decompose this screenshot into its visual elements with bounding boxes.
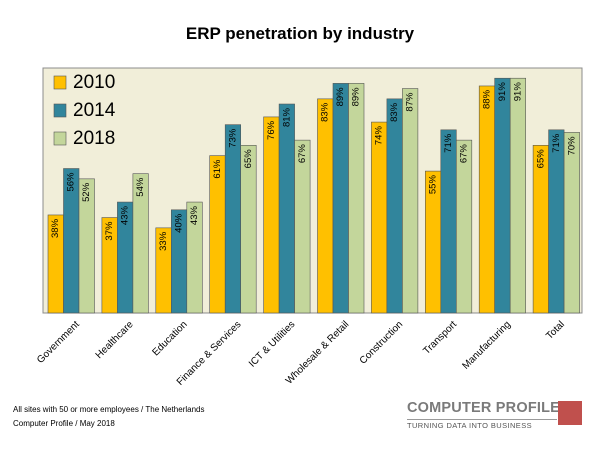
data-label: 43% bbox=[189, 206, 200, 226]
bar-2018-4 bbox=[294, 139, 311, 314]
data-label: 73% bbox=[227, 128, 238, 148]
legend-swatch-2018 bbox=[53, 131, 67, 146]
data-label: 88% bbox=[481, 89, 492, 109]
legend-swatch-2010 bbox=[53, 75, 67, 90]
data-label: 40% bbox=[174, 213, 185, 233]
data-label: 65% bbox=[535, 149, 546, 169]
bar-2018-6 bbox=[402, 88, 419, 314]
bar-2018-9 bbox=[563, 132, 580, 314]
category-label: Transport bbox=[421, 319, 459, 357]
data-label: 37% bbox=[104, 221, 115, 241]
bar-2014-3 bbox=[224, 124, 241, 314]
data-label: 74% bbox=[374, 126, 385, 146]
legend-swatch-2014 bbox=[53, 103, 67, 118]
bar-2014-8 bbox=[494, 77, 511, 314]
bar-2018-2 bbox=[186, 201, 203, 314]
data-label: 67% bbox=[297, 144, 308, 164]
bar-2014-9 bbox=[548, 129, 565, 314]
data-label: 70% bbox=[566, 136, 577, 156]
data-label: 65% bbox=[243, 149, 254, 169]
bar-2018-5 bbox=[348, 83, 365, 314]
legend-label-2014: 2014 bbox=[73, 100, 116, 121]
logo-tagline: TURNING DATA INTO BUSINESS bbox=[407, 421, 532, 430]
logo-wordmark: COMPUTER PROFILE bbox=[407, 400, 561, 416]
category-label: Total bbox=[544, 319, 567, 342]
bar-2014-7 bbox=[440, 129, 457, 314]
category-label: ICT & Utilities bbox=[247, 319, 297, 369]
bar-2010-9 bbox=[532, 145, 549, 314]
data-label: 76% bbox=[266, 120, 277, 140]
bar-2014-6 bbox=[386, 98, 403, 314]
data-label: 83% bbox=[389, 102, 400, 122]
data-label: 38% bbox=[50, 218, 61, 238]
data-label: 33% bbox=[158, 231, 169, 251]
legend-label-2018: 2018 bbox=[73, 128, 115, 149]
category-label: Healthcare bbox=[94, 319, 136, 361]
footnote-source: Computer Profile / May 2018 bbox=[13, 419, 115, 428]
bar-2014-4 bbox=[278, 103, 295, 314]
bar-2014-5 bbox=[332, 83, 349, 314]
legend-label-2010: 2010 bbox=[73, 72, 115, 93]
bar-2018-8 bbox=[509, 77, 527, 314]
data-label: 43% bbox=[120, 206, 131, 226]
data-label: 81% bbox=[281, 107, 292, 127]
bar-2010-5 bbox=[317, 98, 334, 314]
data-label: 67% bbox=[459, 144, 470, 164]
data-label: 71% bbox=[551, 133, 562, 153]
bar-2010-6 bbox=[371, 121, 388, 314]
category-label: Education bbox=[150, 319, 189, 358]
computer-profile-logo: COMPUTER PROFILE TURNING DATA INTO BUSIN… bbox=[407, 400, 582, 430]
data-label: 71% bbox=[443, 133, 454, 153]
data-label: 61% bbox=[212, 159, 223, 179]
data-label: 54% bbox=[135, 177, 146, 197]
data-label: 83% bbox=[320, 102, 331, 122]
bar-2010-8 bbox=[478, 85, 496, 314]
bar-2018-7 bbox=[455, 139, 473, 314]
category-label: Construction bbox=[358, 319, 405, 366]
category-label: Government bbox=[35, 319, 82, 366]
logo-rule bbox=[407, 419, 557, 420]
category-label: Manufacturing bbox=[460, 319, 513, 372]
footnote-sample: All sites with 50 or more employees / Th… bbox=[13, 405, 205, 414]
bar-2018-1 bbox=[132, 173, 149, 314]
bar-2018-0 bbox=[78, 178, 95, 314]
chart-title: ERP penetration by industry bbox=[185, 24, 415, 43]
bar-2010-4 bbox=[263, 116, 280, 314]
data-label: 55% bbox=[428, 175, 439, 195]
data-label: 91% bbox=[512, 82, 523, 102]
data-label: 89% bbox=[351, 87, 362, 107]
logo-square-icon bbox=[558, 401, 582, 425]
data-label: 56% bbox=[66, 172, 77, 192]
data-label: 91% bbox=[497, 82, 508, 102]
bar-2018-3 bbox=[240, 145, 257, 314]
data-label: 89% bbox=[335, 87, 346, 107]
data-label: 52% bbox=[81, 182, 92, 202]
data-label: 87% bbox=[405, 92, 416, 112]
